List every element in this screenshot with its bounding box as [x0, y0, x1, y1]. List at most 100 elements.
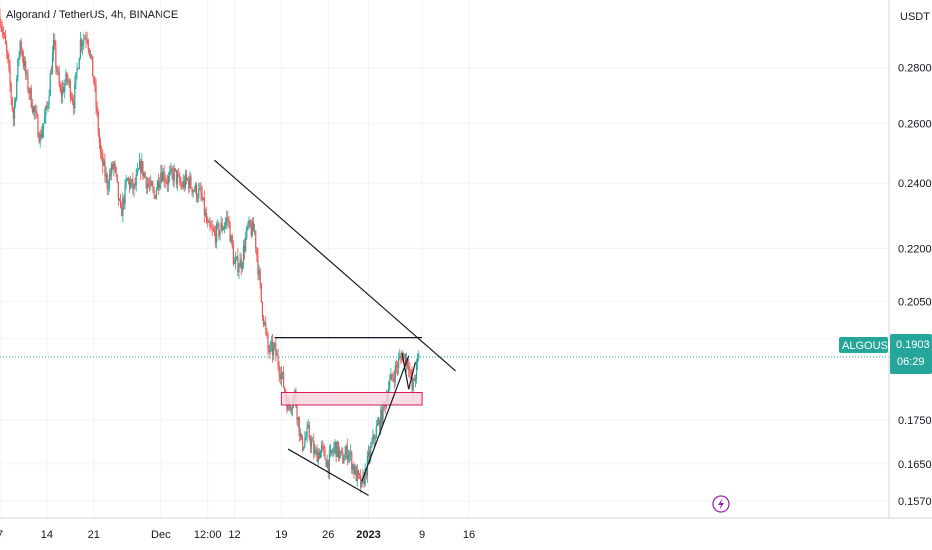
x-tick-label: Dec: [151, 529, 171, 541]
candle-body: [313, 441, 315, 454]
candle-body: [369, 451, 371, 458]
candle-body: [247, 224, 249, 227]
candle-body: [47, 103, 49, 108]
trendline[interactable]: [287, 448, 369, 496]
candle-body: [190, 176, 192, 188]
candle-body: [356, 470, 358, 482]
candle-body: [211, 228, 213, 229]
candle-body: [324, 448, 326, 460]
trendline[interactable]: [361, 355, 410, 482]
candle-body: [2, 31, 4, 35]
lightning-icon[interactable]: [712, 495, 730, 513]
candle-body: [77, 68, 79, 70]
candle-body: [123, 197, 125, 205]
candle-body: [228, 219, 230, 224]
candle-body: [264, 322, 266, 325]
candle-body: [36, 111, 38, 116]
candle-body: [277, 354, 279, 366]
candle-body: [355, 466, 357, 482]
candle-body: [336, 441, 338, 457]
candle-body: [96, 106, 98, 113]
candle-body: [138, 160, 141, 169]
candle-body: [26, 73, 28, 75]
candle-body: [414, 378, 416, 382]
candle-body: [257, 255, 259, 275]
price-axis[interactable]: USDT 0.28000.26000.24000.22000.20500.195…: [888, 0, 932, 518]
candle-body: [173, 168, 175, 182]
candle-body: [374, 437, 376, 440]
candle-body: [151, 181, 153, 187]
candle-body: [308, 424, 310, 439]
candle-body: [325, 459, 327, 467]
candle-body: [108, 174, 111, 188]
candle-body: [127, 178, 130, 180]
candle-body: [56, 66, 58, 73]
candle-body: [248, 220, 250, 225]
candle-body: [53, 39, 55, 54]
candle-body: [403, 353, 405, 356]
candle-body: [307, 424, 309, 428]
candle-body: [101, 152, 103, 154]
candle-body: [154, 194, 156, 199]
candle-body: [28, 90, 30, 94]
y-tick-label: 0.1650: [898, 459, 932, 471]
candle-body: [187, 178, 189, 180]
candle-body: [69, 81, 71, 99]
candle-body: [271, 341, 274, 356]
candle-body: [217, 223, 219, 225]
candle-body: [60, 90, 63, 96]
candle-body: [346, 446, 348, 461]
candle-body: [270, 341, 272, 345]
candle-body: [222, 228, 224, 231]
candle-body: [243, 245, 246, 252]
candle-body: [314, 450, 316, 454]
candle-body: [396, 366, 399, 369]
candle-body: [93, 76, 95, 83]
candle-body: [335, 441, 337, 457]
candle-body: [199, 188, 201, 190]
trendline[interactable]: [408, 362, 416, 390]
candle-body: [59, 84, 61, 91]
candle-body: [63, 87, 65, 93]
candle-body: [152, 186, 154, 190]
candle-body: [37, 115, 39, 137]
candle-body: [232, 246, 234, 265]
trendline[interactable]: [214, 159, 456, 372]
candle-body: [283, 372, 285, 388]
candle-body: [245, 237, 247, 252]
grid-lines: [0, 0, 889, 518]
candle-body: [54, 39, 56, 47]
candle-body: [116, 174, 118, 182]
candle-body: [1, 27, 3, 32]
candle-body: [159, 183, 161, 189]
candle-body: [183, 180, 185, 188]
candle-body: [361, 478, 363, 488]
price-tag-bg: [890, 334, 932, 374]
candle-body: [48, 95, 50, 104]
candle-body: [113, 163, 115, 169]
candle-body: [66, 73, 68, 80]
candle-body: [417, 357, 419, 362]
candle-body: [265, 322, 267, 330]
candle-body: [111, 164, 113, 175]
trendline[interactable]: [401, 352, 410, 390]
candle-body: [165, 181, 167, 183]
candle-body: [40, 133, 42, 138]
candle-body: [88, 48, 90, 56]
candle-body: [258, 270, 260, 275]
candle-body: [345, 446, 347, 454]
candle-body: [73, 101, 75, 109]
candle-body: [57, 71, 59, 73]
support-zone[interactable]: [280, 391, 423, 406]
candle-body: [61, 87, 64, 96]
candle-body: [134, 184, 136, 186]
candle-body: [322, 445, 324, 447]
candle-body: [241, 263, 243, 270]
candle-body: [201, 193, 203, 200]
candle-body: [275, 343, 277, 356]
time-axis[interactable]: 7 14 21 Dec 12:00 12 19 26 2023 9 16: [0, 517, 932, 541]
candle-body: [404, 353, 406, 366]
candle-body: [44, 116, 46, 124]
candle-body: [67, 79, 69, 82]
